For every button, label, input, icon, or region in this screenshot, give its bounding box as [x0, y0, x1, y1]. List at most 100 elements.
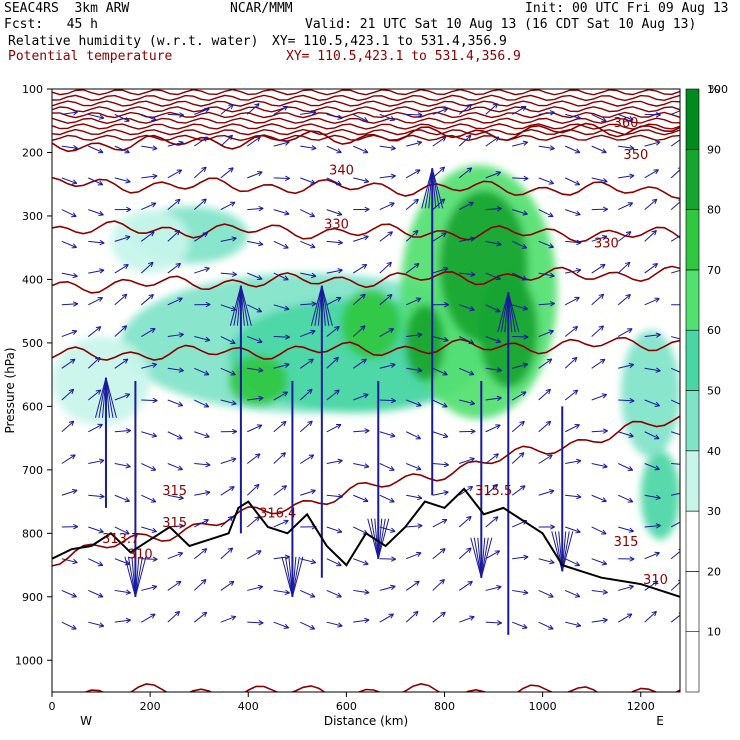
y-tick-label: 900: [22, 591, 43, 604]
wind-arrow: [406, 399, 422, 407]
wind-arrow: [644, 610, 657, 623]
wind-arrow: [644, 230, 657, 242]
wind-arrow: [379, 431, 396, 438]
theta-contour-310: [52, 682, 680, 692]
wind-arrow: [565, 268, 582, 274]
theta-contour-320: [52, 336, 680, 361]
wind-arrow: [326, 113, 343, 120]
wind-arrow: [247, 424, 263, 433]
wind-arrow: [406, 112, 423, 118]
wind-arrow: [485, 395, 502, 402]
wind-arrow: [644, 367, 661, 373]
wind-arrow: [61, 145, 78, 151]
wind-arrow: [458, 103, 473, 115]
wind-arrow: [670, 367, 680, 373]
colorbar-bin-8: [685, 149, 700, 210]
contour-label-10: 340: [329, 164, 354, 179]
wind-arrow: [644, 169, 659, 179]
wind-arrow: [618, 173, 635, 179]
wind-arrow: [300, 621, 316, 630]
contour-label-0: 315: [162, 484, 187, 499]
updraft-1: [229, 285, 252, 534]
wind-arrow: [485, 620, 502, 626]
wind-arrow: [458, 515, 472, 528]
wind-arrow: [61, 420, 75, 433]
colorbar-label: 10: [707, 626, 721, 639]
wind-arrow: [618, 584, 634, 591]
wind-arrow: [353, 463, 370, 469]
wind-arrow: [326, 526, 343, 534]
wind-arrow: [114, 145, 130, 154]
wind-arrow: [273, 519, 289, 528]
wind-arrow: [87, 389, 102, 401]
wind-arrow: [273, 175, 290, 182]
y-tick-label: 400: [22, 273, 43, 286]
downdraft-0: [124, 380, 147, 597]
wind-arrow: [512, 209, 528, 216]
wind-arrow: [406, 431, 422, 440]
wind-arrow: [141, 613, 156, 623]
wind-arrow: [88, 621, 105, 628]
wind-arrow: [61, 488, 78, 496]
wind-arrow: [485, 171, 502, 179]
wind-arrow: [326, 493, 343, 500]
wind-arrow: [459, 304, 475, 312]
wind-arrow: [644, 263, 658, 274]
wind-arrow: [511, 272, 528, 281]
y-tick-label: 1000: [15, 654, 43, 667]
wind-arrow: [220, 103, 234, 115]
wind-arrow: [591, 206, 608, 213]
colorbar-label: 70: [707, 264, 721, 277]
wind-arrow: [353, 206, 370, 213]
wind-arrow: [114, 428, 132, 434]
wind-arrow: [141, 556, 158, 562]
wind-arrow: [220, 304, 237, 312]
wind-arrow: [140, 231, 155, 242]
wind-arrow: [299, 358, 314, 369]
wind-arrow: [485, 206, 502, 212]
wind-arrow: [512, 362, 528, 369]
wind-arrow: [167, 169, 183, 179]
wind-arrow: [353, 589, 370, 595]
wind-arrow: [538, 329, 554, 338]
wind-arrow: [511, 105, 527, 115]
wind-arrow: [87, 356, 101, 369]
colorbar-label: 60: [707, 324, 721, 337]
theta-contour-325: [52, 265, 680, 294]
wind-arrow: [167, 551, 184, 560]
theta-upper-6: [52, 123, 680, 130]
wind-arrow: [565, 526, 581, 534]
colorbar-label: 50: [707, 385, 721, 398]
wind-arrow: [485, 424, 501, 433]
wind-arrow: [114, 589, 131, 595]
wind-arrow: [485, 240, 502, 247]
wind-arrow: [141, 113, 157, 122]
x-tick-label: 600: [336, 700, 357, 713]
theta-upper-7: [52, 128, 680, 136]
wind-arrow: [565, 113, 582, 120]
wind-arrow: [432, 136, 447, 147]
wind-arrow: [273, 589, 290, 595]
wind-arrow: [405, 229, 419, 242]
wind-arrow: [406, 551, 422, 560]
wind-arrow: [591, 263, 606, 274]
wind-arrow: [353, 428, 370, 434]
wind-arrow: [538, 301, 555, 307]
wind-arrow: [61, 109, 78, 116]
wind-arrow: [591, 393, 608, 401]
contour-label-3: 313.7: [102, 532, 139, 547]
wind-arrow: [379, 526, 396, 533]
wind-arrow: [591, 463, 608, 469]
wind-arrow: [617, 613, 633, 623]
wind-arrow: [114, 494, 130, 503]
x-tick-label: 1000: [529, 700, 557, 713]
colorbar-bin-2: [685, 510, 700, 572]
x-tick-label: 800: [434, 700, 455, 713]
wind-arrow: [88, 209, 104, 217]
theta-upper-0: [52, 89, 680, 96]
wind-vectors: [61, 103, 680, 635]
wind-arrow: [405, 262, 420, 274]
wind-arrow: [353, 494, 369, 503]
wind-arrow: [61, 177, 78, 185]
wind-arrow: [273, 621, 290, 629]
